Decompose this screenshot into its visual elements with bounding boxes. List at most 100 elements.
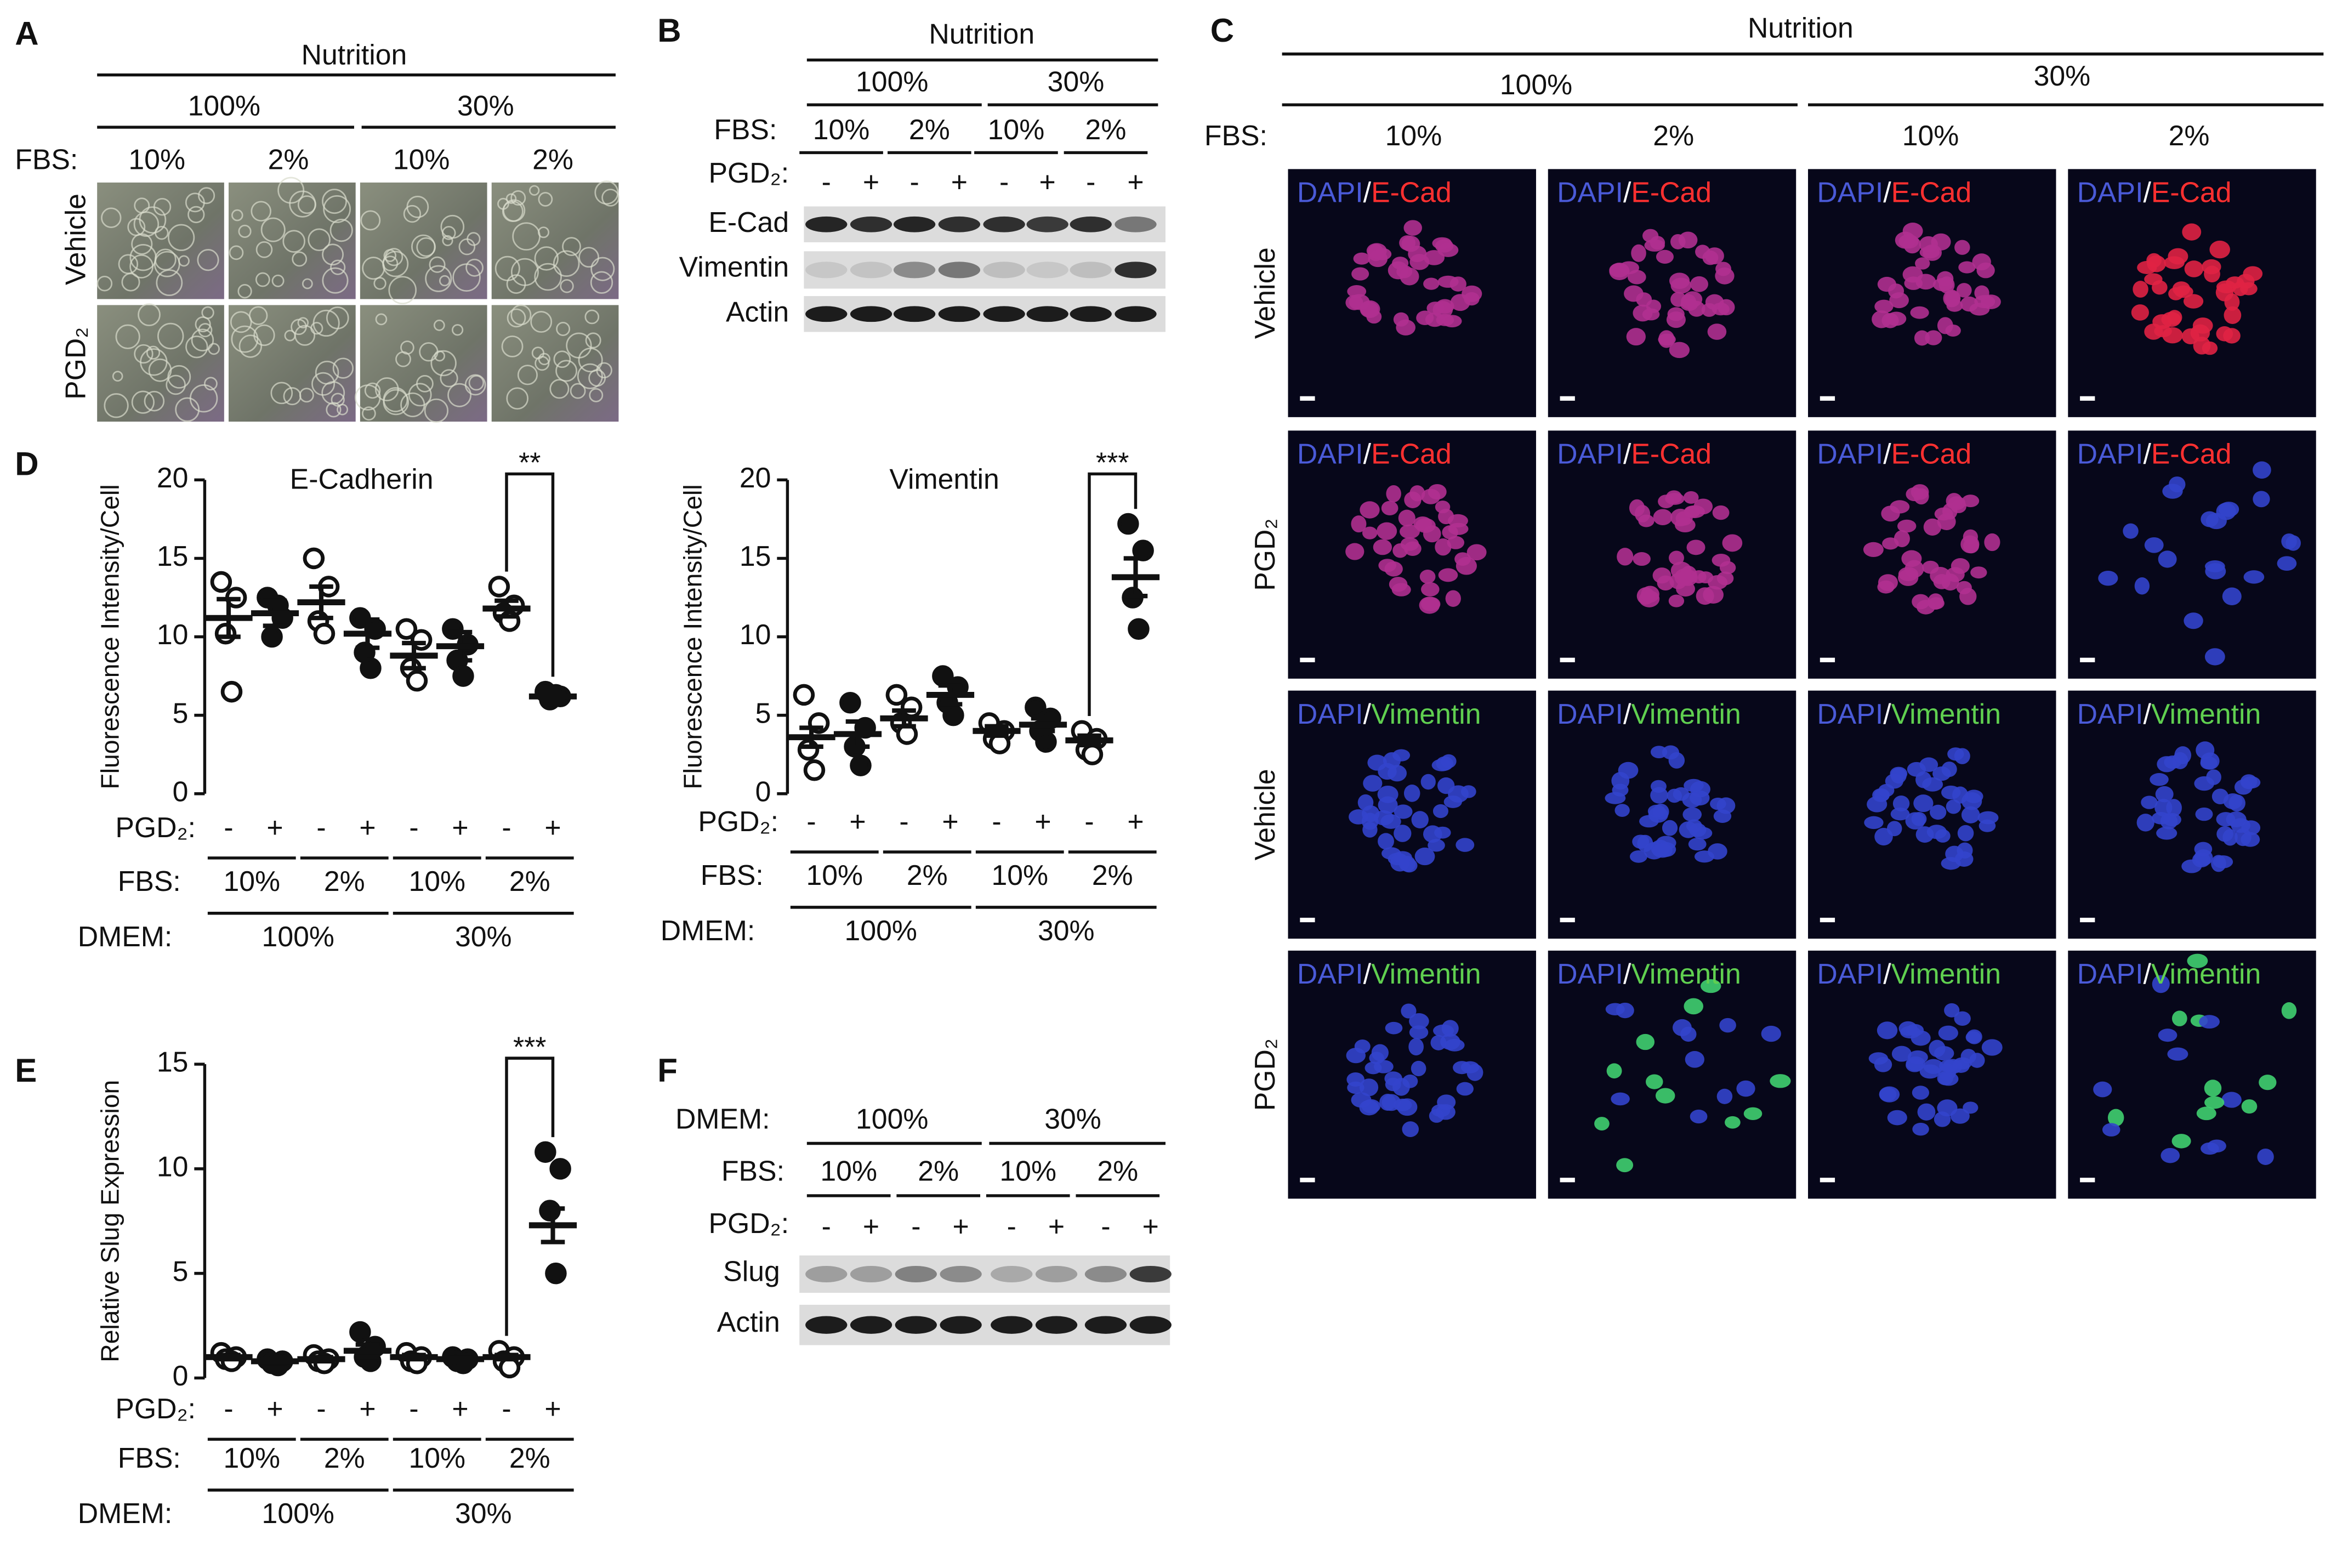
nucleus [1612, 783, 1629, 797]
nucleus [1388, 765, 1407, 782]
nucleus [2171, 1134, 2191, 1149]
pgd2-label: - [899, 805, 908, 837]
cell [302, 278, 313, 289]
nucleus [1349, 809, 1368, 825]
cell [403, 204, 422, 223]
nucleus [1384, 561, 1403, 577]
panel-letter: B [657, 12, 681, 49]
cell [134, 344, 153, 364]
stain-part: DAPI [1817, 438, 1883, 469]
label: 10% [1902, 120, 1959, 151]
nucleus [1447, 536, 1465, 549]
nucleus [1925, 330, 1942, 345]
label: + [863, 166, 879, 197]
nucleus [2224, 306, 2242, 324]
nucleus [1922, 777, 1943, 792]
pgd2-label: + [1034, 805, 1051, 837]
dmem-label: 100% [845, 914, 917, 946]
cell [383, 389, 410, 416]
nucleus [2223, 793, 2243, 810]
cell [556, 322, 571, 336]
nucleus [2102, 1123, 2120, 1137]
label: 100% [856, 66, 928, 98]
scale-bar [1300, 657, 1315, 662]
nucleus [1937, 1099, 1958, 1117]
nucleus [1889, 292, 1909, 309]
cell [361, 406, 376, 421]
nucleus [1441, 1020, 1459, 1037]
nucleus [1436, 756, 1454, 771]
nucleus [1396, 265, 1413, 279]
panel-letter: A [15, 15, 38, 52]
panel-letter: C [1210, 12, 1234, 49]
pgd2-label: - [1084, 805, 1094, 837]
nucleus [1919, 236, 1938, 253]
pgd2-label: - [806, 805, 816, 837]
nucleus [1667, 307, 1685, 321]
nucleus [1941, 573, 1959, 591]
dmem-label: 30% [1038, 914, 1095, 946]
label: 10% [988, 113, 1045, 145]
label: Actin [726, 296, 789, 327]
nucleus [2107, 1109, 2124, 1127]
nucleus [2123, 523, 2139, 539]
nucleus [1435, 538, 1452, 556]
nucleus [1359, 1078, 1379, 1097]
data-point [1128, 618, 1150, 640]
nucleus [2161, 1147, 2180, 1163]
y-axis-label: Fluorescence Intensity/Cell [96, 484, 124, 789]
nucleus [1638, 514, 1655, 527]
nucleus [1668, 594, 1685, 607]
nucleus [1887, 1110, 1907, 1126]
nucleus [2158, 550, 2177, 568]
pgd2-label: + [359, 811, 376, 843]
label: - [1007, 1211, 1016, 1242]
label: - [1086, 166, 1095, 197]
nucleus [2167, 1047, 2188, 1061]
cell [153, 198, 172, 216]
nucleus [1626, 328, 1646, 346]
label: + [951, 166, 968, 197]
nucleus [1938, 276, 1955, 294]
nucleus [1932, 766, 1951, 781]
data-point [1035, 731, 1057, 753]
nucleus [1373, 539, 1392, 555]
nucleus [2182, 223, 2202, 241]
nucleus [1437, 1094, 1456, 1110]
nucleus [1912, 1086, 1930, 1100]
nucleus [1863, 542, 1884, 558]
nucleus [1957, 825, 1974, 842]
stain-part: / [1623, 176, 1631, 208]
nucleus [1672, 1019, 1692, 1036]
cell [289, 190, 316, 218]
nucleus [1402, 1121, 1419, 1138]
data-point [793, 684, 815, 706]
dmem-label: 100% [262, 921, 334, 952]
nucleus [1411, 1060, 1426, 1077]
nucleus [1402, 1074, 1418, 1088]
nucleus [1700, 979, 1721, 993]
nucleus [1892, 795, 1910, 812]
band [1129, 1266, 1172, 1283]
nucleus [1937, 317, 1953, 334]
label: 30% [2034, 60, 2091, 92]
fbs-label: 10% [806, 859, 863, 891]
pgd2-label: - [409, 1393, 418, 1424]
cell [230, 311, 252, 333]
pgd2-label: + [544, 1393, 561, 1424]
band [940, 1316, 982, 1334]
scale-bar [1560, 396, 1575, 401]
cell [231, 209, 243, 221]
cell [549, 379, 570, 399]
band [1115, 306, 1157, 322]
cell [534, 246, 559, 271]
scale-bar [1560, 657, 1575, 662]
band [1035, 1316, 1078, 1334]
data-point [360, 657, 382, 679]
cell [155, 225, 169, 240]
nucleus [1689, 823, 1707, 837]
pgd2-label: - [316, 1393, 326, 1424]
band [1084, 1316, 1127, 1334]
cell [553, 250, 580, 277]
nucleus [2196, 1106, 2216, 1121]
